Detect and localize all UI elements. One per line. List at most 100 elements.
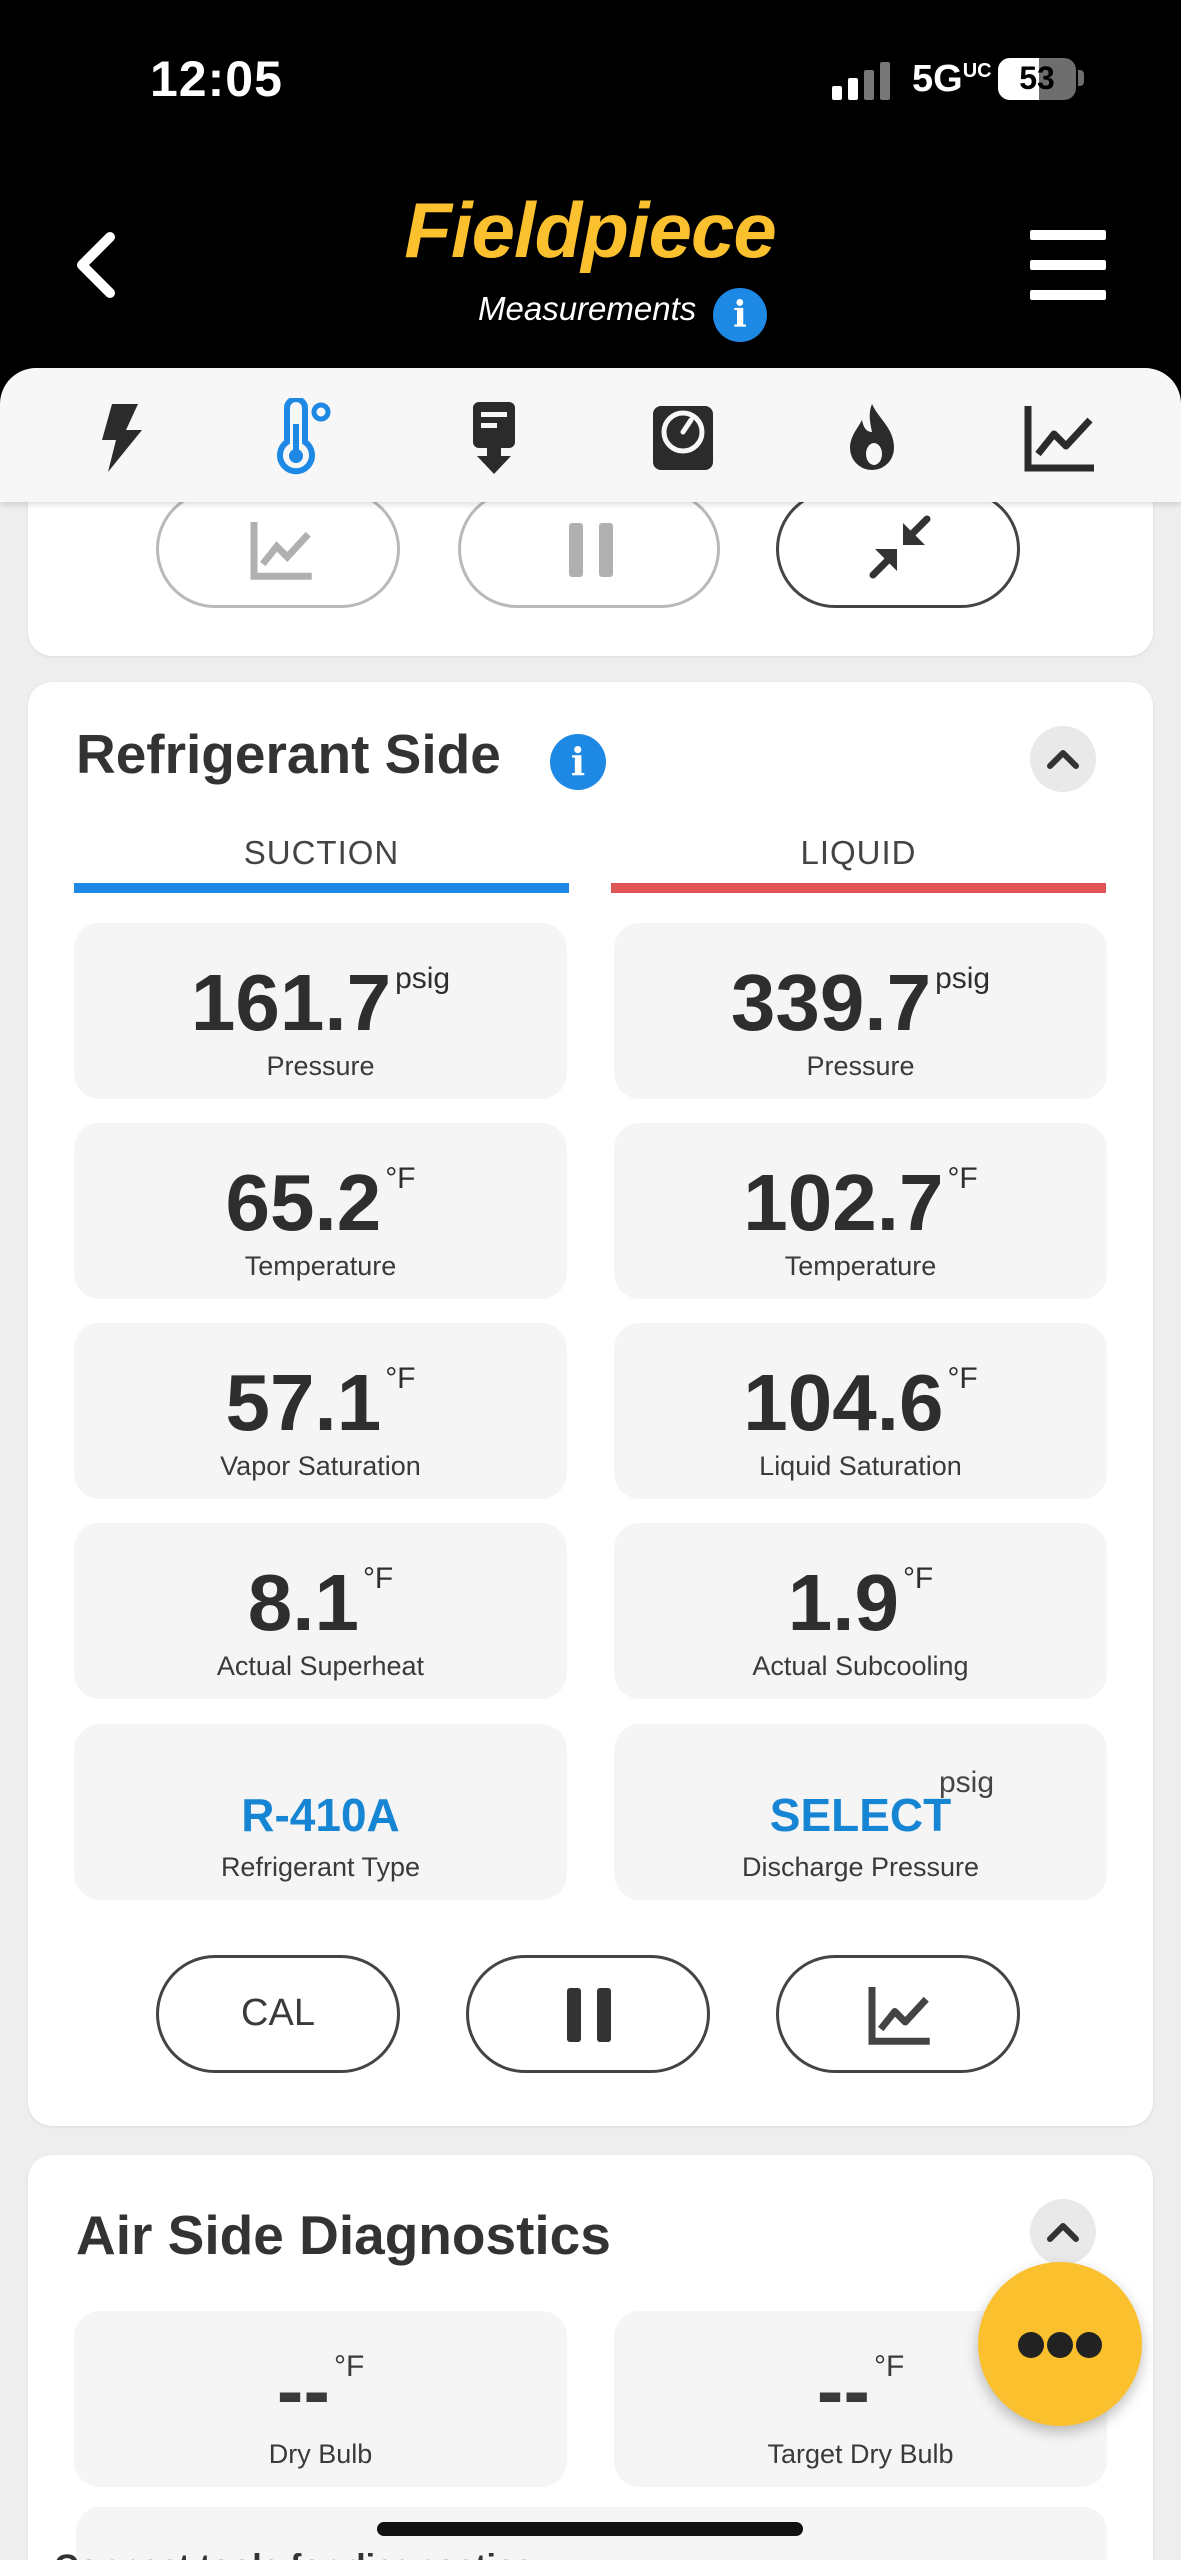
thermometer-icon — [277, 396, 331, 475]
probe-icon — [473, 402, 515, 474]
network-indicator: 5GUC — [912, 58, 992, 101]
target-dry-bulb-value: -- — [816, 2346, 870, 2435]
tab-combustion[interactable] — [832, 398, 912, 478]
target-dry-bulb-label: Target Dry Bulb — [767, 2439, 954, 2469]
suction-temperature-tile[interactable]: 65.2 °F Temperature — [74, 1123, 567, 1299]
refrigerant-type-label: Refrigerant Type — [220, 1852, 421, 1882]
category-tab-bar — [0, 368, 1181, 502]
chevron-up-icon — [1047, 2223, 1079, 2242]
vapor-saturation-label: Vapor Saturation — [220, 1451, 421, 1481]
actual-subcooling-value: 1.9 — [787, 1558, 899, 1647]
refrigerant-type-tile[interactable]: R-410A Refrigerant Type — [74, 1724, 567, 1900]
liquid-saturation-label: Liquid Saturation — [759, 1451, 962, 1481]
top-header: 12:05 5GUC 53 Fieldpiece Measurements i — [0, 0, 1181, 420]
vapor-saturation-tile[interactable]: 57.1 °F Vapor Saturation — [74, 1323, 567, 1499]
unit-label: °F — [947, 1362, 978, 1395]
gauge-icon — [653, 406, 713, 470]
refrigerant-collapse-button[interactable] — [1030, 726, 1096, 792]
signal-icon — [832, 62, 892, 100]
liquid-header: LIQUID — [800, 834, 917, 871]
unit-label: psig — [935, 962, 991, 995]
measurements-info-icon[interactable]: i — [713, 288, 767, 342]
tab-probe[interactable] — [455, 398, 535, 478]
discharge-pressure-select[interactable]: SELECT — [769, 1789, 952, 1841]
liquid-pressure-value: 339.7 — [730, 958, 932, 1047]
liquid-temperature-tile[interactable]: 102.7 °F Temperature — [614, 1123, 1107, 1299]
home-indicator — [377, 2522, 803, 2536]
refrigerant-info-icon[interactable]: i — [550, 734, 606, 790]
air-side-collapse-button[interactable] — [1030, 2199, 1096, 2265]
suction-temperature-value: 65.2 — [225, 1158, 382, 1247]
discharge-pressure-label: Discharge Pressure — [741, 1852, 980, 1882]
actual-superheat-value: 8.1 — [247, 1558, 359, 1647]
suction-temperature-label: Temperature — [244, 1251, 397, 1281]
page-subtitle: Measurements — [478, 290, 697, 327]
refrigerant-type-value[interactable]: R-410A — [241, 1789, 400, 1841]
more-actions-button[interactable] — [978, 2262, 1142, 2426]
unit-label: °F — [362, 1562, 394, 1595]
suction-header: SUCTION — [243, 834, 400, 871]
tab-charts[interactable] — [1020, 398, 1100, 478]
battery-icon: 53 — [998, 58, 1076, 100]
cal-button-label: CAL — [241, 1992, 315, 2034]
unit-label: °F — [385, 1162, 416, 1195]
tab-electrical[interactable] — [80, 398, 160, 478]
chevron-left-icon — [77, 232, 115, 298]
liquid-bar — [611, 883, 1106, 893]
chevron-up-icon — [1047, 750, 1079, 769]
chart-icon — [250, 522, 312, 580]
status-time: 12:05 — [150, 51, 283, 107]
hamburger-menu-button[interactable] — [1030, 230, 1106, 300]
tab-temperature[interactable] — [265, 396, 345, 478]
unit-label: °F — [902, 1562, 934, 1595]
trend-chart-button[interactable] — [776, 1955, 1020, 2073]
unit-label: °F — [385, 1362, 416, 1395]
prev-pause-button[interactable] — [458, 490, 720, 608]
dry-bulb-value: -- — [276, 2346, 330, 2435]
pause-icon — [567, 1988, 611, 2042]
suction-pressure-tile[interactable]: 161.7 psig Pressure — [74, 923, 567, 1099]
tab-gauge[interactable] — [643, 398, 723, 478]
liquid-pressure-label: Pressure — [806, 1051, 915, 1081]
unit-label: °F — [873, 2350, 905, 2383]
suction-pressure-label: Pressure — [266, 1051, 375, 1081]
pause-icon — [569, 523, 613, 577]
liquid-temperature-label: Temperature — [784, 1251, 937, 1281]
network-sup: UC — [962, 60, 992, 82]
refrigerant-side-card: Refrigerant Side i SUCTION LIQUID 161.7 p… — [28, 682, 1153, 2126]
air-side-title: Air Side Diagnostics — [76, 2204, 611, 2266]
actual-superheat-label: Actual Superheat — [216, 1651, 425, 1681]
liquid-saturation-value: 104.6 — [743, 1358, 944, 1447]
liquid-saturation-tile[interactable]: 104.6 °F Liquid Saturation — [614, 1323, 1107, 1499]
suction-bar — [74, 883, 569, 893]
vapor-saturation-value: 57.1 — [225, 1358, 382, 1447]
network-type: 5G — [912, 58, 963, 100]
battery-level: 53 — [1019, 60, 1055, 96]
minimize-arrows-icon — [869, 515, 931, 579]
brand-logo: Fieldpiece — [404, 186, 776, 274]
back-button[interactable] — [60, 225, 140, 305]
unit-label: °F — [947, 1162, 978, 1195]
pause-button[interactable] — [466, 1955, 710, 2073]
unit-label: psig — [939, 1766, 995, 1799]
dry-bulb-label: Dry Bulb — [268, 2439, 373, 2469]
prev-chart-button[interactable] — [156, 490, 400, 608]
suction-pressure-value: 161.7 — [190, 958, 392, 1047]
actual-subcooling-tile[interactable]: 1.9 °F Actual Subcooling — [614, 1523, 1107, 1699]
refrigerant-title: Refrigerant Side — [76, 723, 501, 785]
cal-button[interactable]: CAL — [156, 1955, 400, 2073]
actual-superheat-tile[interactable]: 8.1 °F Actual Superheat — [74, 1523, 567, 1699]
chart-icon — [1024, 406, 1094, 472]
dry-bulb-tile[interactable]: -- °F Dry Bulb — [74, 2311, 567, 2487]
actual-subcooling-label: Actual Subcooling — [752, 1651, 969, 1681]
unit-label: °F — [333, 2350, 365, 2383]
flame-icon — [850, 404, 894, 470]
liquid-pressure-tile[interactable]: 339.7 psig Pressure — [614, 923, 1107, 1099]
liquid-temperature-value: 102.7 — [743, 1158, 944, 1247]
collapse-view-button[interactable] — [776, 490, 1020, 608]
battery-tip — [1078, 70, 1084, 86]
unit-label: psig — [395, 962, 451, 995]
lightning-icon — [102, 404, 142, 472]
discharge-pressure-tile[interactable]: SELECT psig Discharge Pressure — [614, 1724, 1107, 1900]
